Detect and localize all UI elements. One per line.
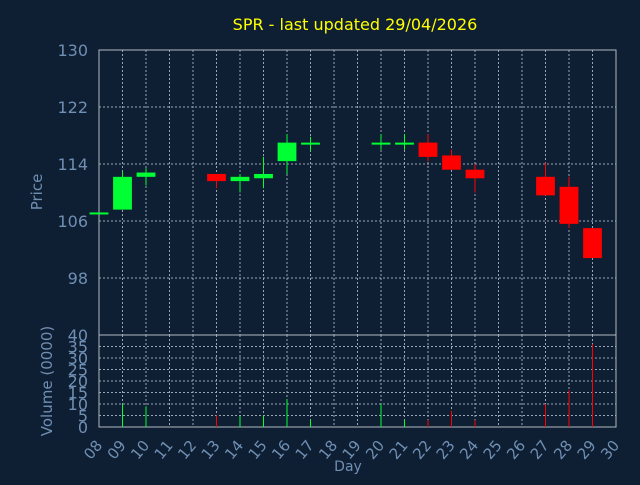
x-tick-label: 23: [433, 437, 459, 463]
price-panel: 130 122 114 106 98: [57, 41, 617, 336]
volume-tick-label: 5: [78, 407, 88, 426]
x-tick-label: 11: [151, 437, 177, 463]
candle-body: [254, 173, 273, 179]
x-tick-label: 16: [268, 437, 294, 463]
x-tick-label: 28: [550, 437, 576, 463]
x-tick-label: 10: [127, 437, 153, 463]
candle-body: [301, 142, 320, 145]
volume-tick-label: 15: [68, 384, 88, 403]
candle-body: [465, 169, 485, 179]
x-tick-label: 20: [362, 437, 388, 463]
candle-body: [207, 173, 226, 182]
x-tick-label: 29: [574, 437, 600, 463]
x-tick-label: 21: [386, 437, 412, 463]
volume-tick-label: 10: [68, 395, 88, 414]
x-tick-label: 09: [104, 437, 130, 463]
x-tick-labels: 0809101112131415161718192021222324252627…: [80, 437, 623, 463]
volume-tick-label: 35: [68, 338, 88, 357]
volume-tick-label: 40: [68, 326, 88, 345]
candle-body: [583, 228, 602, 259]
candle-body: [418, 142, 438, 157]
x-tick-label: 17: [292, 437, 318, 463]
price-tick-label: 114: [57, 155, 88, 174]
x-tick-label: 27: [527, 437, 553, 463]
candle-body: [536, 176, 555, 196]
price-tick-label: 98: [68, 269, 88, 288]
x-tick-label: 08: [80, 437, 106, 463]
candle-body: [559, 186, 579, 224]
price-tick-label: 106: [57, 212, 88, 231]
x-tick-label: 24: [456, 437, 482, 463]
candle-body: [371, 142, 391, 145]
candle-body: [442, 155, 461, 170]
x-tick-label: 15: [245, 437, 271, 463]
candle-body: [89, 212, 109, 215]
volume-panel-frame: [98, 334, 617, 428]
chart-title: SPR - last updated 29/04/2026: [233, 15, 478, 34]
price-tick-label: 122: [57, 98, 88, 117]
candle-body: [395, 142, 414, 145]
x-tick-label: 30: [597, 437, 623, 463]
volume-axis-label: Volume (0000): [38, 326, 56, 436]
price-axis-label: Price: [28, 174, 46, 211]
volume-tick-label: 30: [68, 349, 88, 368]
price-tick-label: 130: [57, 41, 88, 60]
x-tick-label: 14: [221, 437, 247, 463]
x-tick-label: 25: [480, 437, 506, 463]
volume-tick-label: 0: [78, 418, 88, 437]
volume-tick-label: 25: [68, 361, 88, 380]
x-axis-label: Day: [334, 459, 362, 475]
candle-body: [277, 142, 297, 162]
x-tick-label: 26: [503, 437, 529, 463]
x-tick-label: 13: [198, 437, 224, 463]
volume-tick-label: 20: [68, 372, 88, 391]
candle-body: [230, 176, 250, 182]
x-tick-label: 12: [174, 437, 200, 463]
x-tick-label: 22: [409, 437, 435, 463]
candle-body: [113, 176, 132, 210]
candle-body: [136, 172, 156, 177]
